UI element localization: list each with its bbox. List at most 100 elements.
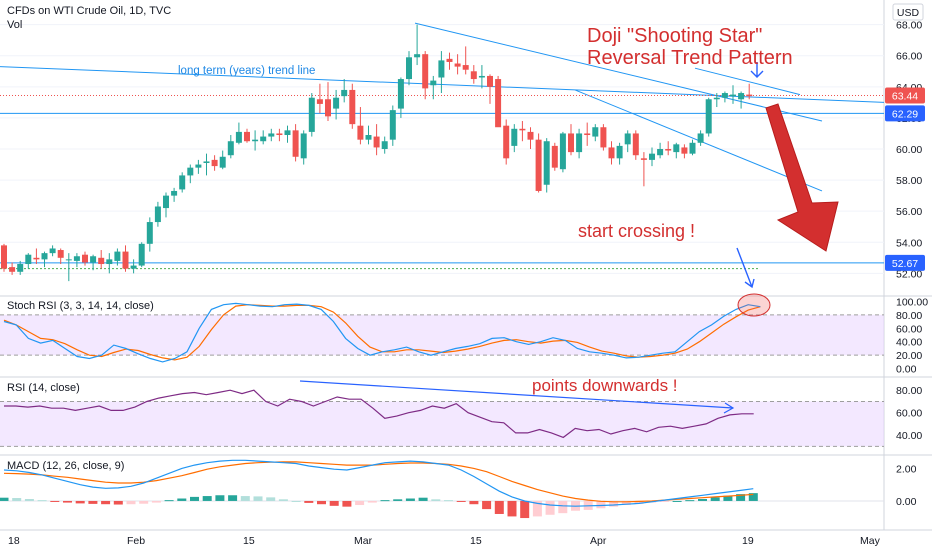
macd-histogram-bar [469, 500, 479, 505]
candle-body [454, 63, 461, 67]
macd-histogram-bar [215, 495, 225, 501]
candle-body [624, 133, 631, 145]
candle-body [608, 147, 615, 159]
macd-histogram-bar [672, 500, 682, 502]
macd-histogram-bar [240, 496, 250, 501]
candle-body [649, 153, 655, 160]
macd-histogram-bar [113, 500, 123, 505]
macd-histogram-bar [342, 500, 352, 507]
y-tick-label: 52.00 [896, 268, 922, 280]
macd-histogram-bar [367, 500, 377, 503]
candle-body [535, 139, 542, 191]
candle-body [689, 142, 696, 154]
macd-histogram-bar [405, 498, 415, 501]
y-tick-label: 56.00 [896, 206, 922, 218]
macd-signal-line [3, 461, 754, 503]
candle-body [397, 79, 404, 109]
price-label: 62.29 [892, 108, 918, 120]
candle-body [268, 133, 275, 137]
candle-body [600, 127, 607, 148]
macd-histogram-bar [659, 500, 669, 502]
macd-histogram-bar [12, 498, 22, 501]
candle-body [721, 93, 728, 98]
volume-label: Vol [7, 19, 22, 31]
macd-histogram-bar [482, 500, 492, 510]
candle-body [211, 159, 218, 167]
macd-histogram-bar [698, 499, 707, 501]
macd-histogram-bar [355, 500, 365, 506]
candle-body [365, 135, 372, 140]
price-label-box [885, 254, 925, 271]
macd-histogram-bar [37, 500, 47, 502]
macd-histogram-bar [609, 500, 619, 507]
y-tick-label: 100.00 [896, 296, 928, 308]
candle-body [325, 99, 331, 117]
candle-body [713, 97, 720, 100]
macd-histogram-bar [164, 500, 174, 502]
time-axis[interactable]: 18 Feb 15 Mar 15 Apr 19 May [8, 535, 881, 547]
candle-body [252, 139, 259, 142]
candle-body [171, 190, 178, 196]
candle-body [146, 222, 153, 244]
currency-label: USD [897, 7, 920, 19]
macd-histogram-bar [418, 497, 428, 501]
macd-histogram-bar [190, 496, 199, 501]
candle-body [730, 94, 736, 97]
macd-histogram-bar [444, 500, 453, 502]
candle-body [487, 75, 493, 87]
candle-body [260, 136, 267, 142]
y-tick-label: 54.00 [896, 237, 922, 249]
candle-body [681, 147, 688, 154]
rsi-pane[interactable]: 40.00 60.00 80.00 [0, 380, 922, 447]
candle-body [308, 97, 315, 132]
price-pane[interactable]: 52.0054.0056.0058.0060.0062.0064.0066.00… [0, 20, 925, 289]
candle-body [503, 125, 510, 159]
price-label-box [885, 105, 925, 122]
y-tick-label: 68.00 [896, 20, 922, 32]
chart-title: CFDs on WTI Crude Oil, 1D, TVC [7, 5, 171, 17]
candle-body [673, 144, 680, 153]
candle-body [349, 89, 356, 125]
candle-body [49, 248, 56, 254]
points-downwards-annotation: points downwards ! [532, 376, 678, 395]
macd-histogram-bar [24, 499, 34, 501]
macd-pane[interactable]: 0.00 2.00 [0, 459, 917, 519]
candle-body [584, 133, 591, 136]
candle-body [527, 131, 534, 140]
x-tick-label: 19 [742, 535, 754, 547]
candle-body [203, 161, 210, 163]
candle-body [632, 133, 639, 156]
currency-badge[interactable] [892, 3, 924, 21]
candle-body [381, 141, 388, 149]
candle-body [65, 259, 72, 261]
candle-body [187, 167, 194, 176]
y-tick-label: 20.00 [896, 350, 922, 362]
candle-body [82, 254, 88, 263]
long-term-trend-line [0, 66, 885, 103]
candle-body [478, 75, 485, 78]
candle-body [114, 251, 121, 261]
candle-body [17, 264, 24, 272]
macd-histogram-bar [736, 494, 746, 501]
candle-body [316, 99, 323, 104]
x-tick-label: 18 [8, 535, 20, 547]
candle-body [657, 149, 664, 156]
y-tick-label: 40.00 [896, 430, 922, 442]
macd-histogram-bar [177, 498, 187, 501]
candle-body [9, 267, 16, 272]
candle-body [462, 65, 469, 70]
y-tick-label: 80.00 [896, 385, 922, 397]
y-tick-label: 60.00 [896, 323, 922, 335]
candle-body [154, 206, 161, 223]
macd-histogram-bar [88, 500, 98, 504]
stoch-rsi-title: Stoch RSI (3, 3, 14, 14, close) [7, 300, 154, 312]
candle-body [746, 94, 753, 97]
macd-histogram-bar [317, 500, 326, 505]
candle-body [357, 125, 364, 140]
macd-histogram-bar [532, 500, 542, 517]
candle-body [470, 71, 477, 80]
candle-body [738, 93, 745, 100]
price-label: 52.67 [892, 258, 918, 270]
